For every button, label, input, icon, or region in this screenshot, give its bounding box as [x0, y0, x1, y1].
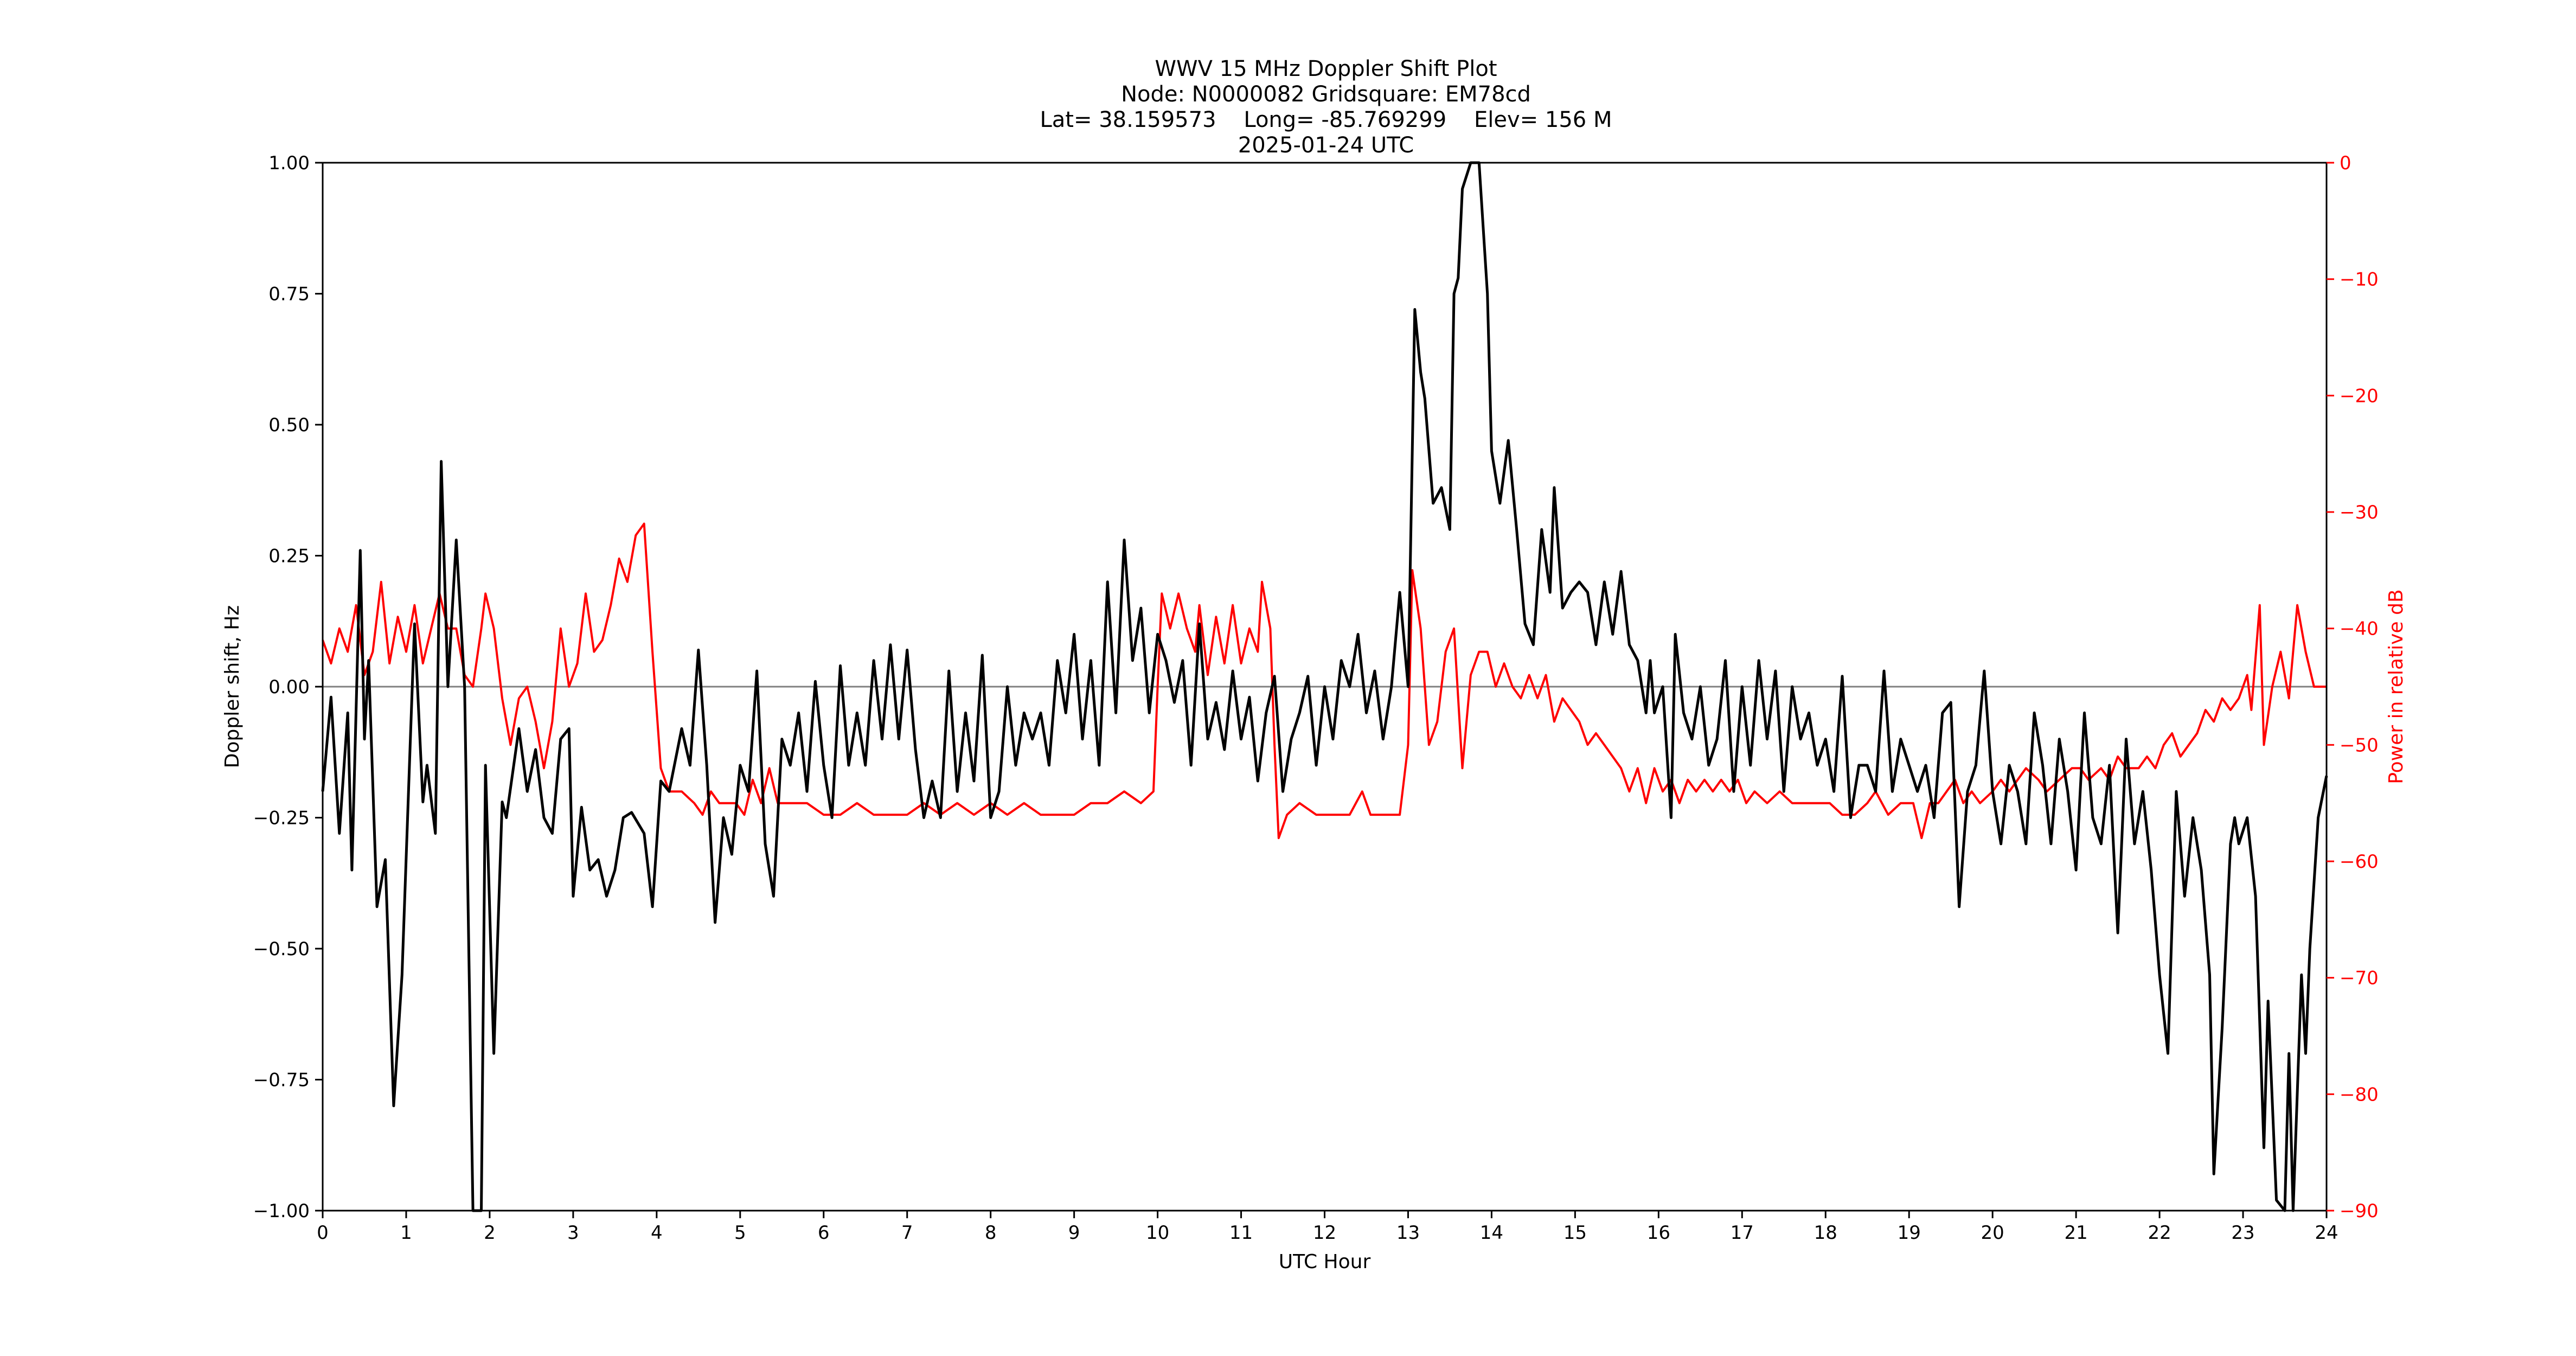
title-line-2: Node: N0000082 Gridsquare: EM78cd [1121, 82, 1531, 107]
left-y-tick-label: 0.25 [268, 546, 310, 567]
x-tick-label: 21 [2064, 1222, 2087, 1244]
right-y-tick-label: −40 [2340, 618, 2379, 640]
right-y-tick-label: −90 [2340, 1200, 2379, 1222]
power-series-line [322, 522, 2327, 840]
x-tick-label: 4 [651, 1222, 663, 1244]
x-axis-ticks: 0 1 2 3 4 5 6 7 8 9 10 11 12 13 14 15 16 17 18 19 20 21 22 23 24 [317, 1211, 2338, 1244]
left-y-tick-label: 1.00 [268, 152, 310, 174]
left-y-tick-label: −1.00 [253, 1200, 310, 1222]
title-line-3: Lat= 38.159573 Long= -85.769299 Elev= 15… [1040, 107, 1612, 132]
left-y-axis-label: Doppler shift, Hz [221, 605, 243, 768]
x-tick-label: 22 [2148, 1222, 2171, 1244]
x-tick-label: 11 [1229, 1222, 1253, 1244]
x-tick-label: 24 [2315, 1222, 2338, 1244]
right-y-tick-label: −20 [2340, 385, 2379, 407]
x-tick-label: 18 [1814, 1222, 1837, 1244]
right-y-tick-label: −70 [2340, 968, 2379, 989]
right-y-tick-label: 0 [2340, 152, 2351, 174]
right-y-axis-ticks: 0 −10 −20 −30 −40 −50 −60 −70 −80 −90 [2327, 152, 2379, 1222]
doppler-series-line [321, 161, 2328, 1212]
right-y-tick-label: −10 [2340, 269, 2379, 291]
x-tick-label: 19 [1898, 1222, 1921, 1244]
right-y-tick-label: −80 [2340, 1084, 2379, 1105]
title-line-4: 2025-01-24 UTC [1238, 133, 1414, 158]
x-tick-label: 0 [317, 1222, 329, 1244]
left-y-tick-label: 0.00 [268, 676, 310, 698]
title-line-1: WWV 15 MHz Doppler Shift Plot [1155, 56, 1497, 81]
x-tick-label: 3 [567, 1222, 579, 1244]
x-tick-label: 15 [1563, 1222, 1587, 1244]
left-y-tick-label: −0.25 [253, 808, 310, 829]
x-tick-label: 23 [2231, 1222, 2254, 1244]
left-y-tick-label: −0.75 [253, 1070, 310, 1091]
right-y-tick-label: −60 [2340, 851, 2379, 873]
x-tick-label: 2 [484, 1222, 496, 1244]
plot-area [321, 161, 2328, 1212]
x-tick-label: 20 [1981, 1222, 2004, 1244]
right-y-axis-label: Power in relative dB [2385, 589, 2407, 784]
x-tick-label: 7 [901, 1222, 913, 1244]
x-tick-label: 9 [1068, 1222, 1080, 1244]
x-tick-label: 17 [1731, 1222, 1754, 1244]
x-tick-label: 14 [1480, 1222, 1503, 1244]
x-tick-label: 6 [818, 1222, 830, 1244]
right-y-tick-label: −30 [2340, 502, 2379, 523]
x-tick-label: 5 [734, 1222, 746, 1244]
x-tick-label: 8 [985, 1222, 997, 1244]
x-tick-label: 13 [1396, 1222, 1420, 1244]
right-y-tick-label: −50 [2340, 734, 2379, 756]
chart-title: WWV 15 MHz Doppler Shift Plot Node: N000… [1040, 56, 1612, 158]
x-tick-label: 1 [400, 1222, 412, 1244]
x-tick-label: 16 [1647, 1222, 1670, 1244]
x-axis-label: UTC Hour [1279, 1251, 1371, 1273]
left-y-tick-label: −0.50 [253, 938, 310, 960]
left-y-tick-label: 0.75 [268, 284, 310, 305]
left-y-tick-label: 0.50 [268, 414, 310, 436]
x-tick-label: 10 [1146, 1222, 1169, 1244]
x-tick-label: 12 [1313, 1222, 1336, 1244]
left-y-axis-ticks: 1.00 0.75 0.50 0.25 0.00 −0.25 −0.50 −0.75 −1.00 [253, 152, 323, 1222]
